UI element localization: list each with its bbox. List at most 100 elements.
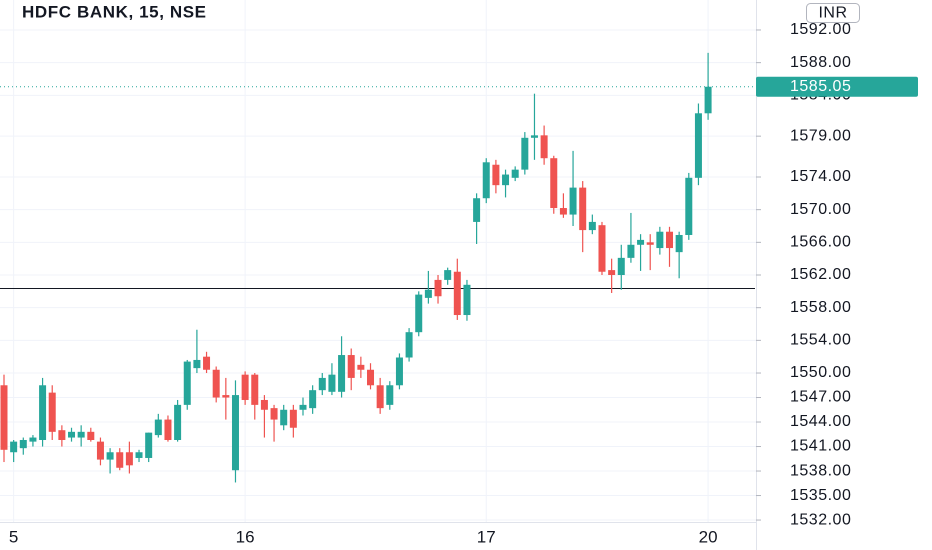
candle-body: [434, 279, 442, 297]
candle-body: [309, 390, 317, 409]
candle-body: [463, 284, 471, 316]
candle-body: [646, 242, 654, 245]
candle-body: [231, 395, 239, 471]
candle-body: [106, 452, 114, 460]
candle-body: [193, 359, 201, 369]
last-price-box: [756, 76, 918, 97]
candle-body: [289, 409, 297, 428]
y-tick-label: 1541.00: [790, 438, 851, 455]
candle-body: [357, 364, 365, 370]
candle-body: [338, 355, 346, 392]
candle-body: [482, 162, 490, 199]
currency-box[interactable]: [806, 3, 860, 23]
candle-body: [502, 174, 510, 186]
candle-body: [444, 270, 452, 280]
x-tick-label: 16: [236, 527, 255, 546]
grid: [0, 0, 756, 522]
y-tick-label: 1592.00: [790, 21, 851, 38]
y-tick-label: 1574.00: [790, 168, 851, 185]
candle-body: [328, 374, 336, 392]
candle-body: [395, 357, 403, 386]
y-tick-label: 1544.00: [790, 413, 851, 430]
y-tick-label: 1547.00: [790, 389, 851, 406]
candle-body: [241, 374, 249, 400]
candle-body: [203, 356, 211, 370]
candle-body: [511, 169, 519, 178]
candle-body: [540, 135, 548, 159]
y-tick-label: 1535.00: [790, 487, 851, 504]
candle-body: [48, 392, 56, 432]
y-tick-label: 1588.00: [790, 54, 851, 71]
candle-body: [125, 452, 133, 466]
candle-body: [405, 332, 413, 358]
candle-body: [77, 431, 85, 438]
y-tick-label: 1554.00: [790, 332, 851, 349]
candle-body: [212, 369, 220, 398]
candle-body: [550, 158, 558, 209]
candle-body: [270, 408, 278, 420]
candle-body: [492, 164, 500, 186]
candle-body: [10, 441, 18, 453]
candle-body: [145, 432, 153, 458]
candle-body: [704, 86, 712, 114]
candle-body: [154, 419, 162, 436]
x-tick-label: 17: [477, 527, 496, 546]
last-price-label: 1585.05: [790, 78, 851, 95]
candle-body: [183, 361, 191, 405]
y-tick-label: 1532.00: [790, 511, 851, 528]
candle-body: [164, 419, 172, 440]
candle-body: [174, 404, 182, 440]
x-tick-label: 20: [699, 527, 718, 546]
y-tick-label: 1579.00: [790, 127, 851, 144]
y-tick-label: 1566.00: [790, 234, 851, 251]
candle-body: [19, 439, 27, 449]
candle-body: [299, 404, 307, 410]
candle-body: [598, 225, 606, 272]
candle-body: [608, 270, 616, 276]
y-tick-label: 1570.00: [790, 201, 851, 218]
candles: [0, 52, 712, 483]
candle-body: [685, 177, 693, 235]
candle-body: [473, 198, 481, 222]
y-tick-label: 1550.00: [790, 364, 851, 381]
candle-body: [521, 137, 529, 170]
candle-body: [376, 385, 384, 409]
candle-body: [347, 355, 355, 378]
candle-body: [530, 135, 538, 138]
candle-body: [96, 441, 104, 460]
candle-body: [58, 430, 66, 440]
candle-body: [656, 231, 664, 249]
chart-title: HDFC BANK, 15, NSE: [22, 2, 207, 21]
candle-body: [694, 113, 702, 178]
candle-body: [453, 271, 461, 316]
currency-label[interactable]: INR: [818, 5, 847, 22]
candle-body: [617, 257, 625, 276]
candle-body: [68, 431, 76, 438]
candle-body: [135, 452, 143, 458]
candle-body: [386, 385, 394, 405]
candle-body: [424, 289, 432, 298]
candle-body: [0, 385, 8, 450]
candle-body: [559, 208, 567, 215]
candle-body: [675, 234, 683, 253]
candle-body: [260, 399, 268, 410]
y-tick-label: 1562.00: [790, 266, 851, 283]
y-tick-label: 1538.00: [790, 462, 851, 479]
candle-body: [367, 369, 375, 386]
candle-body: [318, 377, 326, 391]
candle-body: [666, 231, 674, 249]
candle-body: [579, 187, 587, 231]
candle-body: [637, 239, 645, 245]
candle-body: [569, 187, 577, 215]
candle-body: [39, 385, 47, 440]
candle-body: [29, 437, 37, 442]
candle-body: [116, 452, 124, 468]
candle-body: [588, 221, 596, 231]
candle-body: [251, 374, 259, 405]
candle-body: [415, 294, 423, 333]
candle-body: [627, 244, 635, 258]
candle-body: [222, 395, 230, 398]
candle-body: [280, 409, 288, 426]
price-axis: 1592.001588.001584.001579.001574.001570.…: [756, 21, 918, 528]
